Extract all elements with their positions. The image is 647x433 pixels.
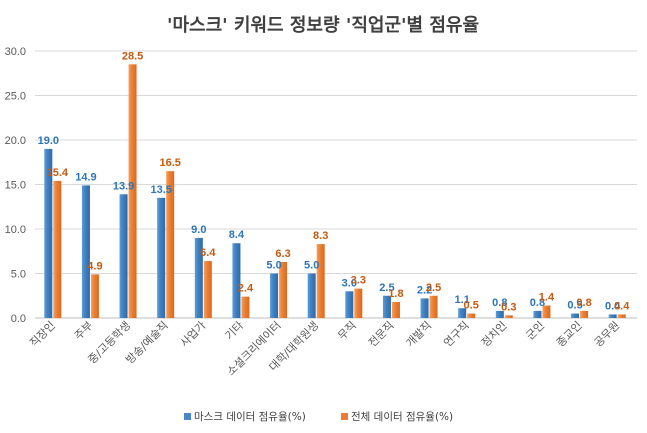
bar-series-2: [467, 313, 476, 318]
y-axis: 0.0 5.0 10.0 15.0 20.0 25.0 30.0: [5, 46, 26, 325]
bar-series-2: [354, 288, 363, 318]
bar-series-2: [203, 261, 212, 318]
bar-series-1: [382, 295, 391, 318]
bar-series-1: [345, 291, 354, 318]
bar-series-2: [504, 315, 513, 318]
y-tick-label: 10.0: [5, 224, 26, 236]
bar-series-2: [391, 301, 400, 318]
bar-series-1: [119, 194, 128, 318]
bar-series-1: [458, 308, 467, 318]
bar-series-1: [194, 237, 203, 318]
data-label-series-2: 16.5: [159, 157, 180, 169]
x-category-label: 전문직: [366, 319, 397, 350]
x-category-label: 정치인: [479, 319, 510, 350]
data-label-series-1: 19.0: [38, 135, 59, 147]
legend-swatch-series-2: [341, 413, 348, 420]
data-label-series-2: 15.4: [47, 167, 69, 179]
data-label-series-2: 2.4: [238, 283, 254, 295]
data-label-series-1: 13.5: [150, 184, 171, 196]
data-label-series-2: 0.5: [464, 300, 479, 312]
bar-series-2: [53, 180, 62, 318]
data-label-series-2: 0.4: [614, 300, 630, 312]
bar-series-2: [166, 171, 175, 318]
bar-series-2: [617, 314, 626, 318]
data-label-series-1: 5.0: [304, 260, 319, 272]
x-category-label: 주부: [72, 319, 96, 343]
data-label-series-2: 3.3: [351, 275, 366, 287]
data-label-series-1: 2.2: [417, 284, 432, 296]
data-label-series-1: 2.5: [379, 282, 394, 294]
bar-series-2: [90, 274, 99, 318]
data-label-series-2: 0.3: [501, 301, 516, 313]
legend-swatch-series-1: [184, 413, 191, 420]
bar-series-2: [542, 305, 551, 318]
y-tick-label: 30.0: [5, 46, 26, 58]
legend: 마스크 데이터 점유율(%) 전체 데이터 점유율(%): [184, 411, 453, 423]
data-label-series-2: 6.4: [200, 247, 216, 259]
bar-series-2: [316, 244, 325, 318]
data-label-series-2: 2.5: [426, 282, 441, 294]
data-label-series-1: 13.9: [113, 180, 134, 192]
bar-series-1: [307, 273, 316, 318]
x-category-label: 직장인: [27, 319, 58, 350]
x-category-label: 기타: [223, 319, 247, 343]
bar-series-1: [420, 298, 429, 318]
data-labels: 19.0 15.4 14.9 4.9 13.9 28.5 13.5 16.5 9.0 6.4 8.4…: [38, 50, 631, 313]
data-label-series-2: 0.8: [576, 297, 591, 309]
data-label-series-1: 0.5: [567, 300, 582, 312]
y-tick-label: 5.0: [11, 269, 26, 281]
y-tick-label: 25.0: [5, 91, 26, 103]
data-label-series-1: 0.4: [605, 300, 621, 312]
bar-series-2: [128, 64, 137, 318]
data-label-series-2: 1.8: [388, 288, 403, 300]
data-label-series-2: 1.4: [539, 292, 555, 304]
data-label-series-1: 8.4: [229, 229, 245, 241]
bar-series-1: [495, 310, 504, 318]
bar-series-1: [533, 310, 542, 318]
bar-series-1: [157, 197, 166, 318]
data-label-series-2: 6.3: [275, 248, 290, 260]
y-tick-label: 0.0: [11, 313, 26, 325]
x-category-label: 무직: [335, 319, 359, 343]
bar-series-1: [270, 273, 279, 318]
data-label-series-1: 9.0: [191, 224, 206, 236]
y-tick-label: 20.0: [5, 135, 26, 147]
data-label-series-2: 28.5: [122, 50, 143, 62]
bar-series-1: [44, 148, 53, 318]
x-category-label: 공무원: [592, 319, 623, 350]
bar-series-2: [241, 296, 250, 318]
data-label-series-1: 3.0: [342, 277, 357, 289]
data-label-series-1: 1.1: [455, 294, 470, 306]
data-label-series-1: 0.8: [492, 297, 507, 309]
bar-series-1: [81, 185, 90, 318]
y-tick-label: 15.0: [5, 180, 26, 192]
x-category-label: 개발직: [404, 319, 435, 350]
bar-series-2: [580, 310, 589, 318]
plot-area: [44, 64, 626, 318]
x-category-label: 군인: [524, 319, 548, 343]
legend-label-series-2: 전체 데이터 점유율(%): [351, 411, 453, 423]
legend-label-series-1: 마스크 데이터 점유율(%): [194, 411, 306, 423]
data-label-series-1: 14.9: [75, 171, 96, 183]
bar-series-1: [571, 313, 580, 318]
bar-series-2: [429, 295, 438, 318]
x-category-label: 연구직: [441, 319, 472, 350]
bar-series-1: [608, 314, 617, 318]
data-label-series-1: 5.0: [266, 260, 281, 272]
data-label-series-2: 8.3: [313, 230, 328, 242]
data-label-series-2: 4.9: [87, 260, 102, 272]
chart-title: '마스크' 키워드 정보량 '직업군'별 점유율: [167, 14, 479, 36]
x-category-label: 종교인: [554, 319, 585, 350]
bar-series-1: [232, 243, 241, 318]
data-label-series-1: 0.8: [530, 297, 545, 309]
bar-series-2: [279, 261, 288, 318]
x-category-label: 사업가: [178, 319, 209, 350]
